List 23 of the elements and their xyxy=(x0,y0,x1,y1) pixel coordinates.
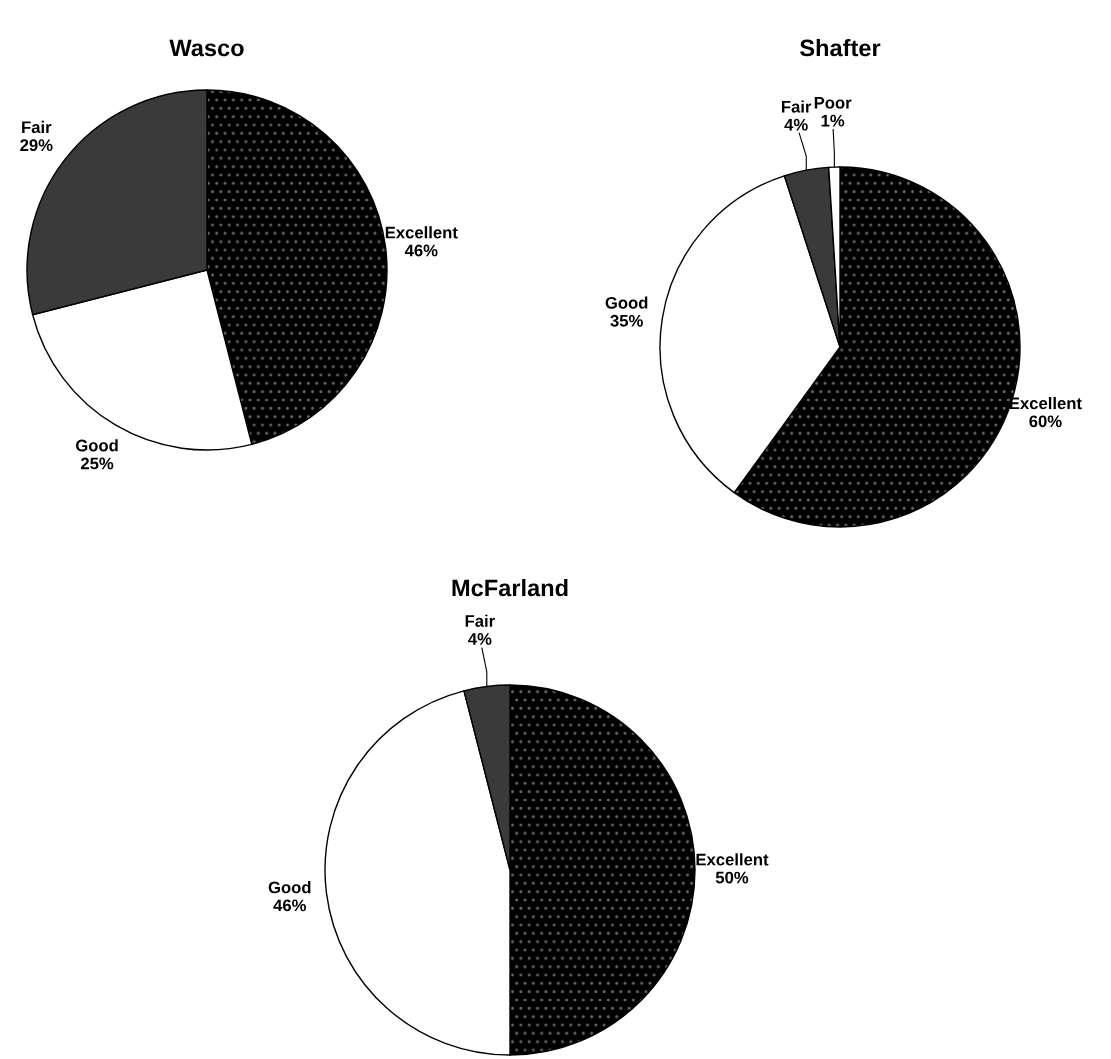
slice-label: Poor xyxy=(814,96,852,109)
data-label: 46% xyxy=(273,899,306,912)
data-label: 35% xyxy=(610,314,643,327)
chart-title: Shafter xyxy=(800,39,881,57)
chart-title: Wasco xyxy=(169,39,244,57)
slice-label: Excellent xyxy=(696,853,769,866)
chart-title: McFarland xyxy=(452,578,568,597)
data-label: 4% xyxy=(784,118,808,131)
data-label: 46% xyxy=(404,244,438,257)
data-label: 29% xyxy=(20,139,53,152)
slice-label: Fair xyxy=(781,100,812,113)
data-label: 25% xyxy=(80,457,114,470)
slice-label: Good xyxy=(605,296,648,309)
slice-label: Fair xyxy=(22,120,52,134)
slice-label: Good xyxy=(75,439,118,452)
slice-label: Excellent xyxy=(1009,397,1082,410)
data-label: 60% xyxy=(1029,415,1062,428)
data-label: 50% xyxy=(715,871,749,884)
data-label: 4% xyxy=(468,633,492,645)
slice-label: Good xyxy=(268,881,311,894)
slice-label: Excellent xyxy=(385,226,458,239)
data-label: 1% xyxy=(821,114,845,127)
slice-label: Fair xyxy=(465,614,495,627)
